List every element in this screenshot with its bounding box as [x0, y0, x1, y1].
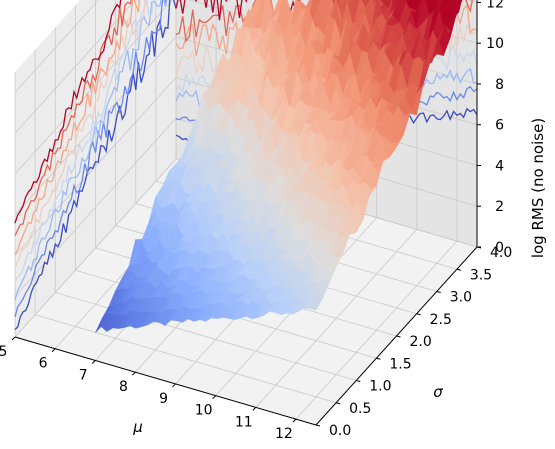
x-axis-ticks: 5 6 7 8 9 10 11 12	[0, 336, 297, 442]
projection-curve	[14, 0, 132, 236]
z-tick-label: 10	[486, 36, 504, 52]
x-tick-mark	[91, 360, 96, 364]
y-tick-label: 3.5	[470, 267, 492, 283]
z-tick-label: 8	[495, 77, 504, 93]
surface-facet	[269, 0, 274, 13]
y-tick-label: 1.5	[389, 356, 411, 372]
left-grid-line	[14, 117, 177, 297]
y-tick-mark	[396, 335, 401, 338]
z-tick-label: 4	[495, 158, 504, 174]
z-tick-label: 0	[495, 240, 504, 256]
x-tick-label: 12	[275, 426, 293, 442]
z-tick-label: 2	[495, 199, 504, 215]
projection-curve	[14, 0, 154, 282]
y-tick-label: 0.5	[349, 401, 371, 417]
surface-facet	[95, 313, 108, 334]
x-tick-label: 8	[119, 379, 128, 395]
y-tick-label: 1.0	[369, 379, 391, 395]
left-grid-line	[14, 77, 177, 256]
surface	[95, 0, 463, 334]
y-axis-ticks: 0.0 0.5 1.0 1.5 2.0 2.5 3.0 3.5 4.0	[315, 245, 512, 439]
y-tick-label: 2.5	[430, 312, 452, 328]
y-axis-title: σ	[433, 383, 443, 401]
floor-grid-line	[55, 292, 357, 381]
y-tick-mark	[416, 313, 421, 316]
x-tick-label: 9	[159, 391, 168, 407]
y-tick-label: 3.0	[450, 290, 472, 306]
z-tick-label: 12	[486, 0, 504, 11]
x-tick-label: 10	[195, 403, 213, 419]
left-grid-line	[14, 0, 100, 93]
projection-curve	[14, 0, 122, 224]
x-tick-mark	[252, 407, 257, 411]
x-tick-mark	[172, 383, 176, 388]
x-tick-mark	[212, 395, 217, 400]
projection-curve	[14, 0, 146, 269]
x-axis-title: μ	[132, 418, 143, 436]
x-tick-label: 6	[39, 356, 48, 372]
contour-projection-left-wall	[14, 0, 177, 331]
left-grid-line	[14, 158, 177, 338]
projection-curve	[175, 0, 448, 21]
x-tick-label: 7	[79, 367, 88, 383]
x-tick-mark	[132, 371, 136, 376]
x-axis-line	[14, 336, 317, 426]
y-tick-label: 4.0	[490, 245, 512, 261]
x-tick-mark	[11, 336, 16, 341]
z-axis-title: log RMS (no noise)	[529, 118, 547, 258]
y-tick-mark	[356, 380, 361, 382]
y-tick-mark	[336, 402, 341, 405]
z-axis-ticks: 0 2 4 6 8 10 12	[477, 0, 504, 256]
projection-curve	[14, 0, 167, 318]
projection-curve	[14, 0, 140, 255]
y-tick-label: 0.0	[329, 423, 351, 439]
x-tick-label: 5	[0, 344, 7, 360]
y-tick-mark	[376, 357, 381, 360]
x-tick-label: 11	[235, 414, 253, 430]
y-tick-label: 2.0	[410, 334, 432, 350]
x-tick-mark	[51, 348, 56, 353]
floor-grid-line	[35, 314, 337, 404]
y-tick-mark	[315, 424, 321, 427]
y-tick-mark	[436, 291, 441, 293]
z-tick-label: 6	[495, 118, 504, 134]
y-tick-mark	[456, 268, 461, 271]
left-grid-line	[14, 0, 136, 134]
x-tick-mark	[292, 418, 297, 423]
projection-curve	[14, 0, 177, 331]
surface-facet	[416, 0, 430, 13]
